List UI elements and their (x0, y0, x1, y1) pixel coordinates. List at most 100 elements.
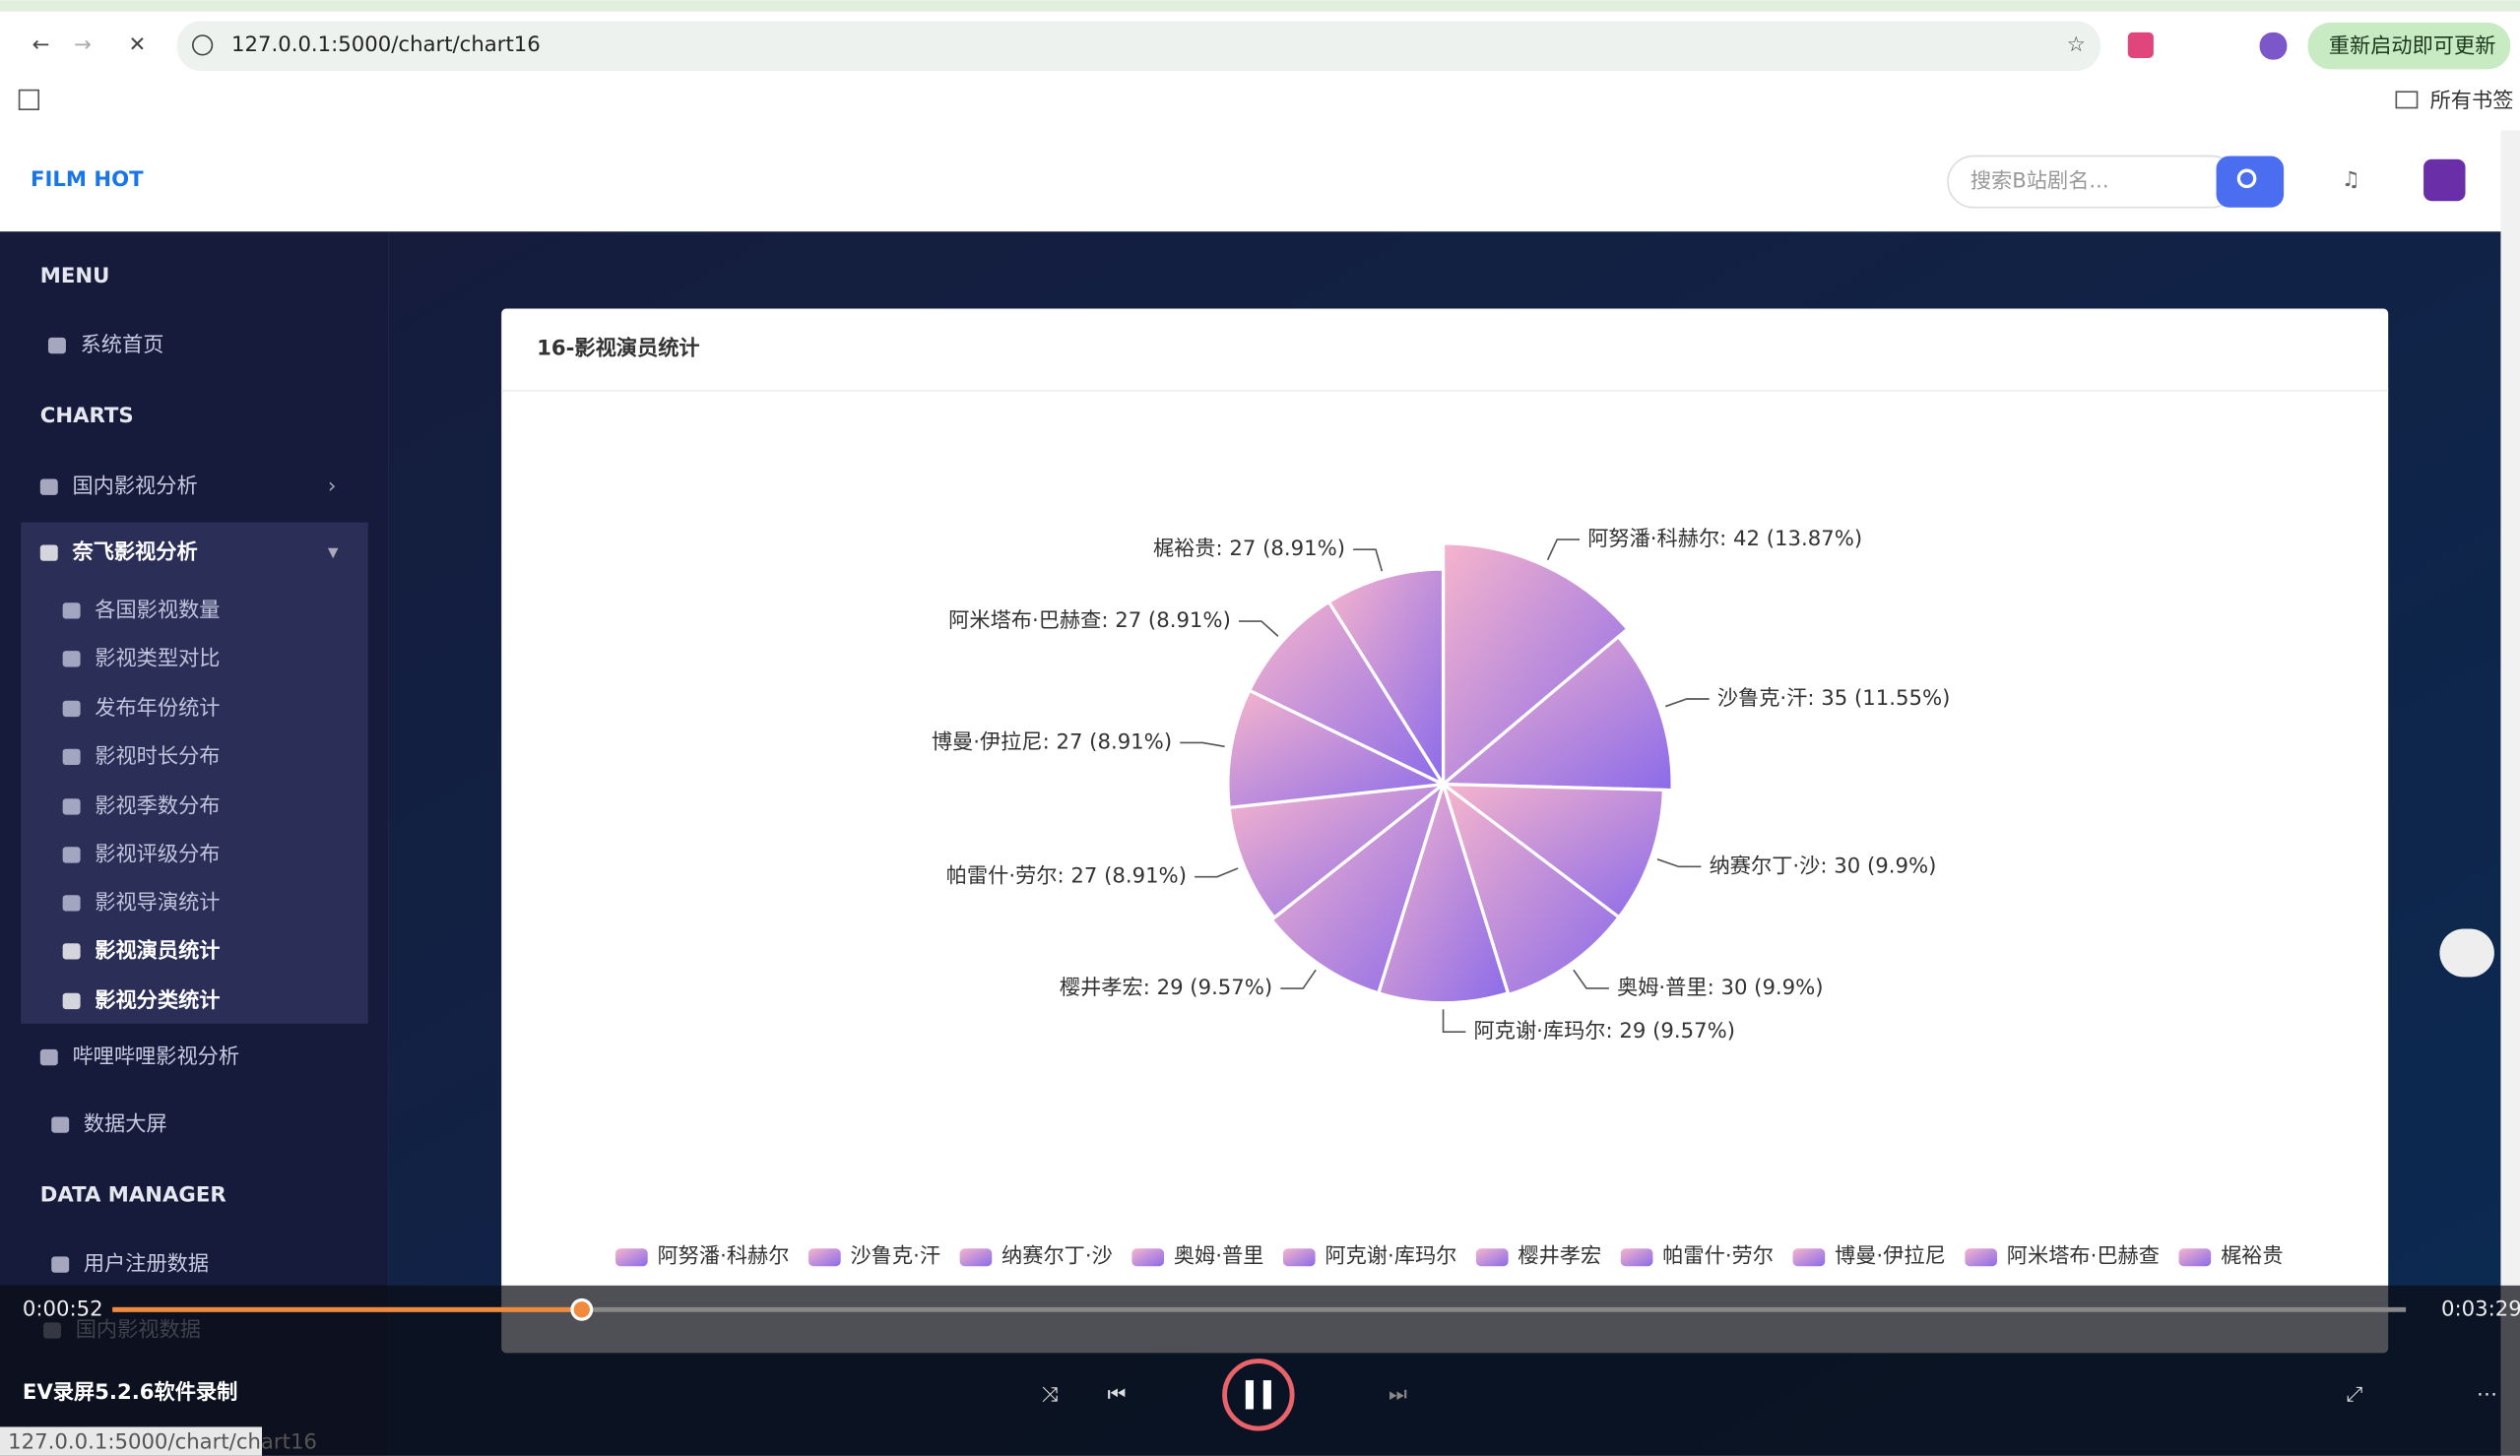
label-line (1280, 969, 1317, 989)
sidebar-heading: CHARTS (40, 404, 134, 428)
pie-slice (1326, 567, 1446, 791)
nav-icon (62, 943, 81, 960)
nav-icon (51, 1256, 70, 1273)
nav-icon (62, 847, 81, 863)
nav-item[interactable]: 用户注册数据 (84, 1252, 209, 1277)
legend-swatch (1475, 1248, 1509, 1267)
translate-float[interactable] (2439, 928, 2494, 978)
bookmarks[interactable]: 所有书签 (2430, 89, 2514, 113)
label-line (1573, 969, 1609, 989)
logo[interactable]: FILM HOT (31, 167, 144, 192)
fullscreen-button[interactable]: ⤢ (2347, 1382, 2363, 1407)
search-button[interactable] (2216, 156, 2285, 208)
nav-item[interactable]: 影视类型对比 (95, 646, 220, 670)
data-label: 梶裕贵: 27 (8.91%) (1153, 537, 1345, 561)
more-button[interactable]: ⋯ (2477, 1382, 2497, 1407)
next-button[interactable]: ⏭ (1389, 1382, 1407, 1407)
nav-item[interactable]: 数据大屏 (84, 1112, 167, 1137)
label-line (1195, 867, 1239, 878)
nav-icon (62, 798, 81, 815)
nav-item[interactable]: 影视演员统计 (95, 937, 220, 963)
legend-label[interactable]: 帕雷什·劳尔 (1662, 1243, 1774, 1268)
data-label: 纳赛尔丁·沙: 30 (9.9%) (1710, 854, 1937, 878)
legend-swatch (615, 1248, 648, 1267)
legend-label[interactable]: 阿米塔布·巴赫查 (2007, 1243, 2160, 1268)
nav-icon (62, 992, 81, 1010)
legend-swatch (1282, 1248, 1316, 1267)
url: 127.0.0.1:5000/chart/chart16 (231, 32, 541, 57)
nav-item[interactable]: 国内影视分析 (72, 475, 197, 499)
pie-slice (1440, 780, 1622, 997)
progress-handle[interactable] (570, 1298, 594, 1321)
legend-label[interactable]: 阿努潘·科赫尔 (657, 1243, 789, 1268)
extension-icon[interactable] (2127, 32, 2154, 58)
status-bar (0, 1426, 263, 1456)
time-current: 0:00:52 (23, 1297, 103, 1321)
nav-icon (62, 748, 81, 766)
nav-icon (39, 478, 58, 495)
time-total: 0:03:29 (2441, 1297, 2520, 1321)
nav-item[interactable]: 影视导演统计 (95, 890, 220, 915)
pie-slice (1247, 600, 1448, 789)
nav-icon (39, 544, 58, 561)
avatar[interactable] (2423, 158, 2466, 202)
legend-swatch (1965, 1248, 1998, 1267)
legend-label[interactable]: 阿克谢·库玛尔 (1325, 1243, 1456, 1268)
nav-arrow: › (328, 475, 336, 499)
shuffle-button[interactable]: ⤨ (1042, 1382, 1059, 1407)
nav-item[interactable]: 哔哩哔哩影视分析 (72, 1045, 239, 1069)
legend-label[interactable]: 纳赛尔丁·沙 (1002, 1243, 1113, 1268)
nav-item[interactable]: 发布年份统计 (95, 696, 220, 721)
pie-slice (1268, 780, 1447, 995)
legend-swatch (1792, 1248, 1826, 1267)
card-title: 16-影视演员统计 (537, 335, 700, 360)
forward-button[interactable]: → (74, 32, 92, 57)
label-line (1664, 698, 1710, 708)
nav-item[interactable]: 影视分类统计 (95, 987, 220, 1013)
label-line (1546, 538, 1581, 561)
legend-swatch (959, 1248, 993, 1267)
legend-label[interactable]: 梶裕贵 (2221, 1243, 2284, 1268)
data-label: 博曼·伊拉尼: 27 (8.91%) (932, 729, 1172, 754)
data-label: 帕雷什·劳尔: 27 (8.91%) (946, 864, 1187, 889)
nav-item[interactable]: 系统首页 (81, 333, 164, 357)
legend-label[interactable]: 奥姆·普里 (1174, 1243, 1264, 1268)
pause-button[interactable] (1222, 1359, 1295, 1431)
music-icon[interactable]: ♫ (2342, 167, 2360, 192)
pie-slice (1438, 782, 1666, 920)
nav-item[interactable]: 影视评级分布 (95, 842, 220, 866)
nav-icon (51, 1116, 70, 1133)
label-line (1180, 741, 1225, 748)
nav-icon (62, 602, 81, 619)
prev-button[interactable]: ⏮ (1107, 1382, 1126, 1407)
legend-label[interactable]: 博曼·伊拉尼 (1835, 1243, 1946, 1268)
nav-icon (62, 700, 81, 718)
folder-icon (2395, 91, 2419, 109)
legend-label[interactable]: 樱井孝宏 (1518, 1243, 1601, 1268)
address-bar[interactable] (176, 21, 2101, 72)
pie-slice (1227, 782, 1450, 920)
data-label: 阿米塔布·巴赫查: 27 (8.91%) (948, 608, 1231, 633)
back-button[interactable]: ← (32, 32, 50, 57)
pie-slice (1441, 541, 1631, 789)
pie-slice (1226, 688, 1450, 810)
apps-icon[interactable] (18, 89, 39, 110)
pie-slice (1376, 779, 1511, 1005)
stop-button[interactable]: ✕ (129, 32, 147, 57)
site-info-icon[interactable] (192, 34, 214, 56)
nav-item[interactable]: 各国影视数量 (95, 598, 220, 622)
nav-item[interactable]: 奈飞影视分析 (71, 539, 197, 565)
update-button[interactable] (2307, 23, 2511, 70)
legend-swatch (1620, 1248, 1653, 1267)
profile-icon[interactable] (2259, 32, 2288, 60)
nav-item[interactable]: 影视时长分布 (95, 744, 220, 769)
bookmark-star[interactable]: ☆ (2067, 32, 2086, 57)
watermark: EV录屏5.2.6软件录制 (23, 1379, 237, 1405)
search-icon (2236, 168, 2257, 189)
scrollbar (2500, 130, 2520, 1456)
nav-item[interactable]: 影视季数分布 (95, 793, 220, 818)
data-label: 阿努潘·科赫尔: 42 (13.87%) (1587, 527, 1862, 551)
update-button-text: 重新启动即可更新 (2329, 34, 2496, 59)
legend-label[interactable]: 沙鲁克·汗 (850, 1243, 940, 1268)
